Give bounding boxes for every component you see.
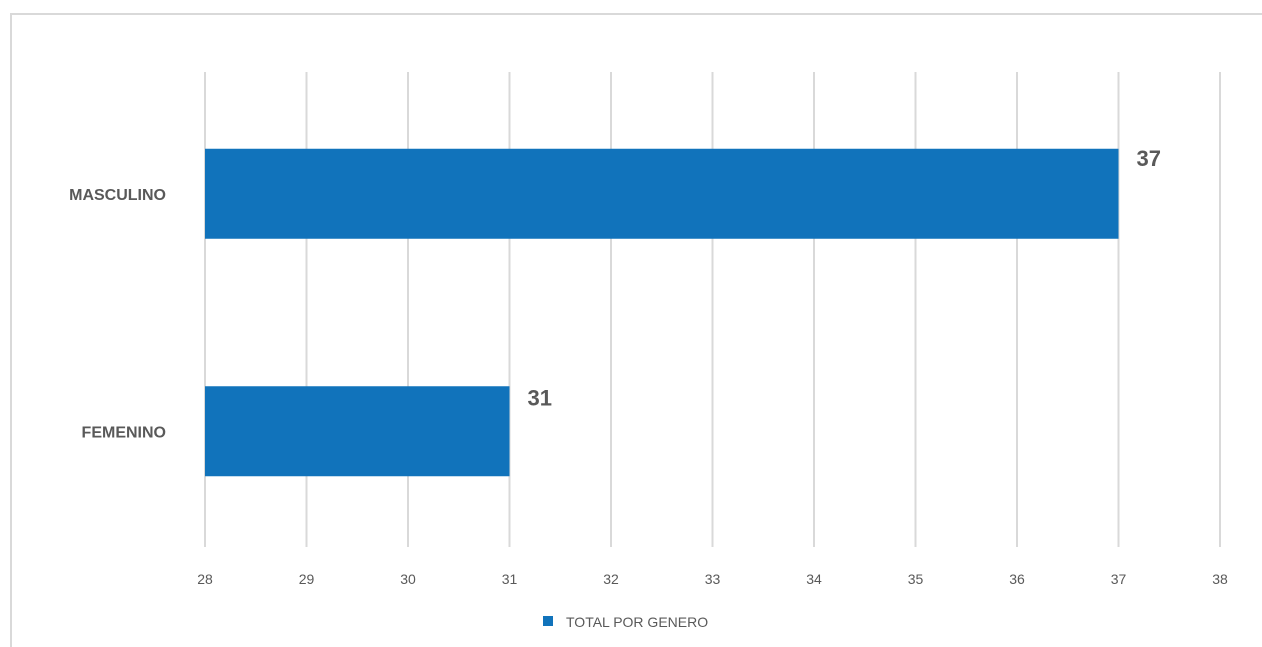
data-label: 31 [528, 385, 552, 410]
bars [205, 148, 1119, 477]
category-label: MASCULINO [69, 187, 166, 204]
bar-masculino [205, 148, 1119, 239]
x-axis-ticks: 28 29 30 31 32 33 34 35 36 37 38 [197, 571, 1228, 587]
category-labels: MASCULINO FEMENINO [69, 187, 166, 442]
legend-label: TOTAL POR GENERO [566, 614, 708, 630]
data-label: 37 [1137, 146, 1161, 171]
bar-femenino [205, 386, 510, 477]
x-tick-label: 35 [908, 571, 924, 587]
x-tick-label: 37 [1111, 571, 1127, 587]
x-tick-label: 32 [603, 571, 619, 587]
x-tick-label: 31 [502, 571, 518, 587]
x-tick-label: 34 [806, 571, 822, 587]
legend: TOTAL POR GENERO [543, 614, 708, 630]
category-label: FEMENINO [82, 424, 166, 441]
chart-frame [10, 13, 1262, 647]
x-tick-label: 28 [197, 571, 213, 587]
x-tick-label: 29 [299, 571, 315, 587]
x-tick-label: 38 [1212, 571, 1228, 587]
x-tick-label: 36 [1009, 571, 1025, 587]
x-tick-label: 33 [705, 571, 721, 587]
data-labels: 37 31 [528, 146, 1161, 411]
x-tick-label: 30 [400, 571, 416, 587]
legend-swatch [543, 616, 553, 626]
